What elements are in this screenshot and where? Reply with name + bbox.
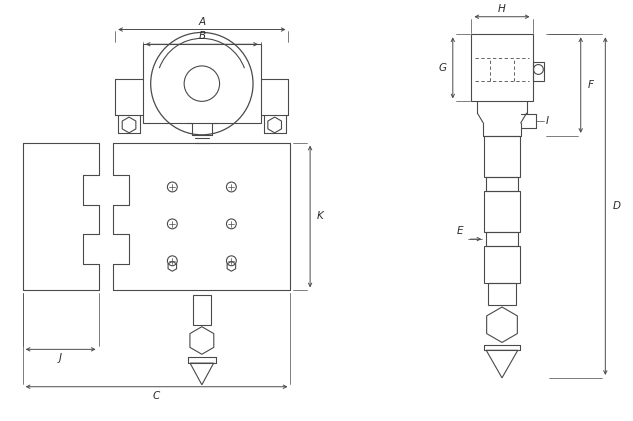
Bar [488,283,516,305]
Text: H: H [498,4,506,14]
Bar [484,246,520,283]
Bar [484,191,520,232]
Bar [532,61,544,81]
Bar [193,295,211,325]
Bar [472,35,532,101]
Bar [484,136,520,177]
Text: J: J [59,353,62,363]
Text: A: A [198,17,206,27]
Text: I: I [546,116,549,126]
Bar [143,44,261,123]
Bar [486,177,518,191]
Text: C: C [153,391,160,401]
Text: B: B [198,32,206,41]
Text: D: D [613,201,621,211]
Text: G: G [439,63,447,73]
Text: E: E [456,226,463,236]
Text: F: F [587,80,594,90]
Bar [486,232,518,246]
Text: K: K [316,211,323,221]
